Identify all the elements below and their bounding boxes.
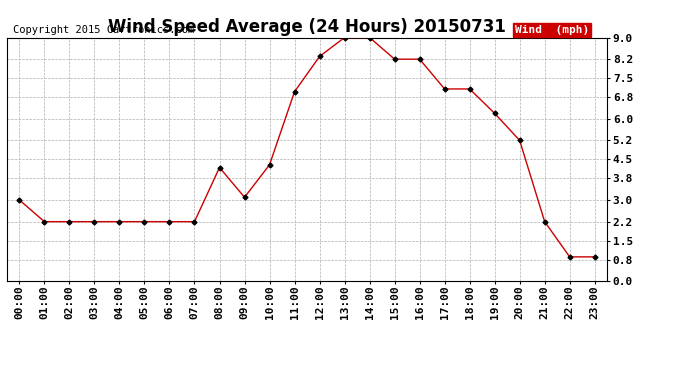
Text: Copyright 2015 Cartronics.com: Copyright 2015 Cartronics.com: [13, 25, 194, 35]
Text: Wind  (mph): Wind (mph): [515, 25, 589, 35]
Title: Wind Speed Average (24 Hours) 20150731: Wind Speed Average (24 Hours) 20150731: [108, 18, 506, 36]
